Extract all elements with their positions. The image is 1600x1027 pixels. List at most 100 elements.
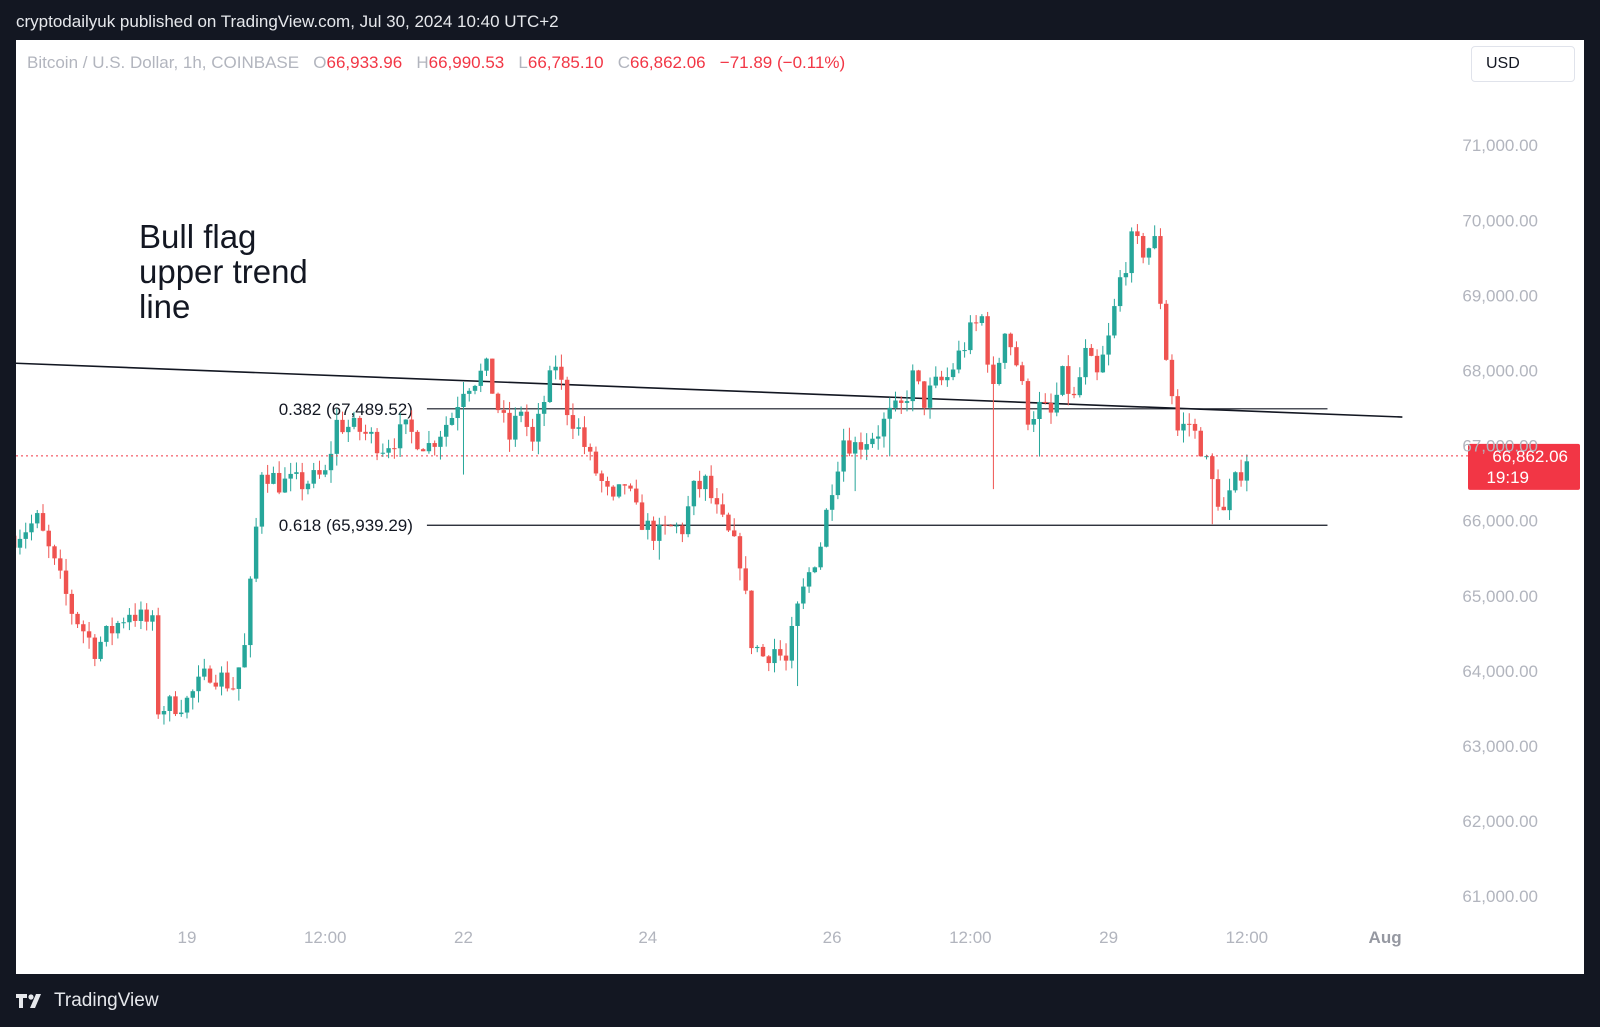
- candle-body: [893, 400, 898, 408]
- candle-body: [150, 615, 155, 622]
- candle-body: [616, 484, 622, 497]
- fib-level-label: 0.382 (67,489.52): [279, 400, 413, 419]
- candle-body: [858, 442, 864, 450]
- candle-body: [1020, 365, 1025, 382]
- candle-body: [35, 513, 40, 524]
- time-tick-label: 12:00: [1226, 928, 1269, 947]
- candle-body: [518, 411, 524, 416]
- candle-body: [605, 480, 610, 487]
- candle-body: [202, 668, 207, 677]
- candle-body: [1192, 423, 1198, 431]
- time-tick-label: 29: [1099, 928, 1118, 947]
- candle-body: [720, 504, 725, 515]
- candle-body: [179, 712, 184, 715]
- candle-body: [1146, 248, 1152, 258]
- candle-body: [219, 672, 224, 687]
- candle-body: [749, 590, 754, 649]
- candle-body: [864, 444, 869, 450]
- candle-body: [668, 525, 674, 527]
- candle-body: [317, 470, 322, 475]
- time-tick-label: 12:00: [949, 928, 992, 947]
- candlestick-chart[interactable]: 0.382 (67,489.52) 0.618 (65,939.29) Bull …: [16, 40, 1584, 974]
- candle-body: [599, 473, 604, 481]
- candle-body: [881, 418, 887, 437]
- candle-body: [467, 390, 472, 394]
- candle-body: [461, 393, 466, 408]
- price-tick-label: 69,000.00: [1462, 286, 1538, 305]
- time-tick-label: 19: [178, 928, 197, 947]
- candle-body: [876, 436, 881, 439]
- candle-body: [1221, 506, 1226, 511]
- candle-body: [628, 485, 633, 489]
- candle-body: [1187, 423, 1192, 425]
- candle-body: [225, 672, 230, 689]
- candle-body: [392, 448, 397, 450]
- candle-body: [1014, 347, 1019, 366]
- candle-body: [386, 448, 391, 453]
- candle-body: [634, 488, 639, 503]
- time-axis: 19 12:00 22 24 26 12:00 29 12:00 Aug: [178, 928, 1402, 947]
- candle-body: [144, 609, 149, 622]
- candle-body: [173, 696, 178, 715]
- candle-body: [1037, 401, 1042, 419]
- candle-body: [495, 393, 501, 411]
- candle-countdown: 19:19: [1486, 468, 1529, 487]
- candle-body: [1135, 231, 1140, 237]
- candle-body: [611, 486, 616, 497]
- trend-line-annotation-line: Bull flag: [139, 218, 256, 255]
- candle-body: [132, 614, 138, 621]
- candle-body: [979, 316, 985, 324]
- candle-body: [553, 366, 558, 371]
- candle-body: [190, 691, 195, 698]
- candle-body: [1204, 456, 1209, 458]
- candle-body: [374, 431, 380, 454]
- candle-body: [1215, 479, 1221, 507]
- candle-body: [933, 376, 938, 386]
- candle-body: [662, 524, 668, 526]
- candle-body: [1140, 236, 1146, 258]
- candle-body: [651, 520, 656, 541]
- chart-panel[interactable]: 0.382 (67,489.52) 0.618 (65,939.29) Bull …: [16, 40, 1584, 974]
- bull-flag-trend-line: [16, 362, 1403, 418]
- symbol-name: Bitcoin / U.S. Dollar, 1h, COINBASE: [27, 53, 300, 72]
- candle-body: [17, 538, 23, 548]
- price-tick-label: 66,000.00: [1462, 512, 1538, 531]
- current-price-tag: [1468, 443, 1580, 490]
- candle-body: [288, 473, 293, 479]
- candle-body: [916, 370, 921, 382]
- candle-body: [685, 506, 691, 535]
- candle-body: [294, 472, 299, 474]
- high-label: H: [416, 53, 429, 72]
- candle-body: [1158, 236, 1163, 304]
- footer-brand[interactable]: TradingView: [16, 990, 159, 1012]
- candle-body: [265, 474, 270, 484]
- candle-body: [242, 645, 247, 668]
- candle-body: [714, 498, 720, 505]
- price-tick-label: 62,000.00: [1462, 812, 1538, 831]
- candle-body: [530, 426, 535, 442]
- candle-body: [559, 366, 564, 380]
- candle-body: [703, 475, 708, 490]
- candle-body: [81, 624, 86, 632]
- candle-body: [674, 525, 679, 527]
- candle-body: [501, 410, 506, 413]
- price-tick-label: 67,000.00: [1462, 437, 1538, 456]
- candle-body: [1244, 461, 1250, 481]
- price-tick-label: 65,000.00: [1462, 587, 1538, 606]
- trend-line-annotation: Bull flag upper trend line: [139, 218, 308, 325]
- candle-body: [1164, 303, 1169, 360]
- candle-body: [939, 376, 944, 381]
- candle-body: [196, 676, 201, 692]
- candle-body: [1008, 333, 1013, 348]
- time-tick-label: Aug: [1369, 928, 1402, 947]
- candle-body: [369, 431, 374, 434]
- candle-body: [1169, 359, 1175, 397]
- currency-button[interactable]: USD: [1471, 46, 1575, 82]
- candle-body: [922, 381, 927, 408]
- time-tick-label: 22: [454, 928, 473, 947]
- time-tick-label: 24: [638, 928, 657, 947]
- candle-body: [956, 350, 962, 370]
- candle-body: [870, 438, 875, 445]
- candle-body: [276, 472, 282, 493]
- trend-line-annotation-line: upper trend: [139, 253, 308, 290]
